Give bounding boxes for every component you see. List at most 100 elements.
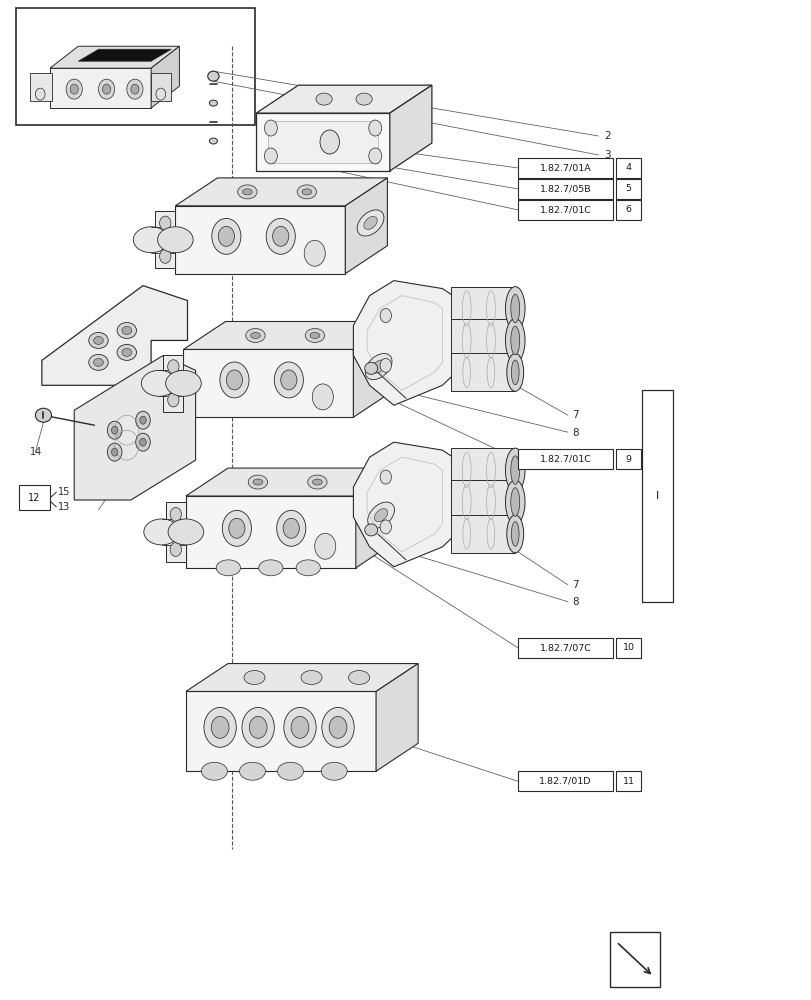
Text: 14: 14: [30, 447, 42, 457]
Bar: [517, 449, 612, 469]
Bar: [616, 158, 640, 178]
Bar: [616, 638, 640, 658]
Circle shape: [107, 421, 122, 439]
Ellipse shape: [510, 326, 519, 355]
Polygon shape: [30, 73, 51, 101]
Circle shape: [169, 507, 181, 521]
Polygon shape: [163, 355, 183, 379]
Circle shape: [264, 148, 277, 164]
Ellipse shape: [307, 475, 327, 489]
Polygon shape: [375, 664, 418, 771]
Polygon shape: [175, 178, 387, 206]
Polygon shape: [353, 321, 395, 417]
Ellipse shape: [216, 560, 240, 576]
Ellipse shape: [310, 332, 320, 338]
Ellipse shape: [93, 358, 103, 366]
Circle shape: [169, 543, 181, 556]
Ellipse shape: [238, 185, 257, 199]
Bar: [517, 158, 612, 178]
Circle shape: [218, 226, 234, 246]
Polygon shape: [345, 178, 387, 274]
Polygon shape: [74, 355, 195, 500]
Polygon shape: [450, 319, 515, 362]
Ellipse shape: [355, 93, 371, 105]
Text: 7: 7: [571, 410, 577, 420]
Ellipse shape: [93, 336, 103, 344]
Bar: [517, 638, 612, 658]
Ellipse shape: [88, 332, 108, 348]
Polygon shape: [155, 211, 175, 235]
Polygon shape: [186, 468, 397, 496]
Polygon shape: [78, 49, 171, 61]
Ellipse shape: [122, 348, 131, 356]
Ellipse shape: [117, 322, 136, 338]
Ellipse shape: [504, 480, 525, 524]
Ellipse shape: [357, 210, 384, 236]
Circle shape: [368, 120, 381, 136]
Polygon shape: [450, 448, 515, 492]
Polygon shape: [155, 244, 175, 268]
Ellipse shape: [141, 370, 177, 396]
Circle shape: [264, 120, 277, 136]
Circle shape: [315, 533, 335, 559]
Ellipse shape: [510, 294, 519, 323]
Ellipse shape: [117, 344, 136, 360]
Ellipse shape: [296, 560, 320, 576]
Ellipse shape: [305, 328, 324, 342]
Text: 5: 5: [624, 184, 631, 193]
Circle shape: [211, 716, 229, 738]
Ellipse shape: [367, 502, 394, 528]
Polygon shape: [151, 46, 179, 108]
Ellipse shape: [506, 353, 523, 391]
Polygon shape: [186, 691, 375, 771]
Ellipse shape: [36, 408, 51, 422]
Ellipse shape: [242, 189, 252, 195]
Ellipse shape: [348, 671, 369, 684]
Ellipse shape: [168, 519, 204, 545]
Ellipse shape: [365, 354, 392, 380]
Ellipse shape: [363, 216, 377, 230]
Text: 10: 10: [622, 643, 633, 652]
Circle shape: [111, 448, 118, 456]
Polygon shape: [355, 468, 397, 568]
Polygon shape: [389, 85, 431, 171]
Text: 13: 13: [58, 502, 71, 512]
Ellipse shape: [201, 762, 227, 780]
Circle shape: [168, 360, 178, 374]
Circle shape: [107, 443, 122, 461]
Bar: [517, 771, 612, 791]
Circle shape: [139, 416, 146, 424]
Bar: [616, 179, 640, 199]
Text: 2: 2: [603, 131, 610, 141]
Circle shape: [249, 716, 267, 738]
Text: 1.82.7/07C: 1.82.7/07C: [539, 643, 590, 652]
Polygon shape: [353, 442, 453, 567]
Circle shape: [36, 88, 45, 100]
Ellipse shape: [301, 671, 322, 684]
Text: 1.82.7/01C: 1.82.7/01C: [539, 455, 590, 464]
Circle shape: [274, 362, 303, 398]
Circle shape: [127, 79, 143, 99]
Bar: [616, 449, 640, 469]
Text: 3: 3: [603, 150, 610, 160]
Ellipse shape: [504, 319, 525, 362]
Ellipse shape: [364, 524, 377, 536]
Ellipse shape: [371, 360, 385, 373]
Text: I: I: [655, 491, 659, 501]
Circle shape: [98, 79, 114, 99]
Polygon shape: [186, 496, 355, 568]
Polygon shape: [183, 349, 353, 417]
Polygon shape: [163, 388, 183, 412]
Circle shape: [135, 411, 150, 429]
Ellipse shape: [165, 370, 201, 396]
Text: 1.82.7/01D: 1.82.7/01D: [539, 777, 591, 786]
Ellipse shape: [510, 456, 519, 484]
Circle shape: [272, 226, 289, 246]
Ellipse shape: [297, 185, 316, 199]
Circle shape: [212, 218, 241, 254]
Polygon shape: [151, 73, 171, 101]
Circle shape: [380, 520, 391, 534]
Ellipse shape: [504, 287, 525, 330]
Text: 9: 9: [624, 455, 631, 464]
Text: 1.82.7/01A: 1.82.7/01A: [539, 163, 590, 172]
